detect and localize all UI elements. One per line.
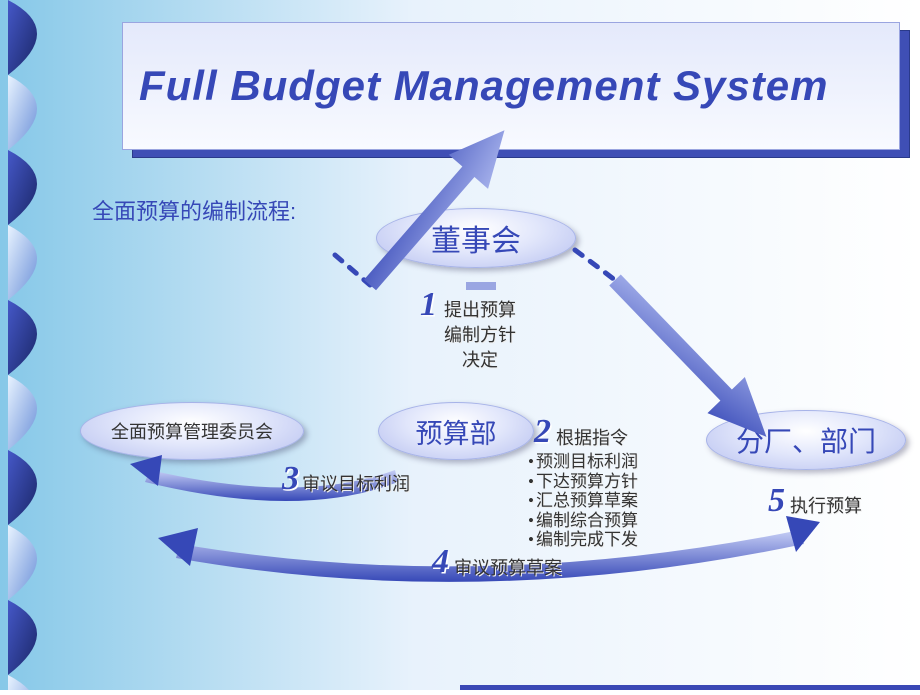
step2-text: 根据指令 [556,426,628,451]
node-board: 董事会 [376,208,576,268]
step4-number: 4 [432,543,449,581]
step2-bullets: 预测目标利润 下达预算方针 汇总预算草案 编制综合预算 编制完成下发 [528,452,638,550]
subtitle: 全面预算的编制流程: [92,194,296,226]
step2-number: 2 [534,413,551,451]
title-banner: Full Budget Management System [122,22,900,150]
node-committee: 全面预算管理委员会 [80,402,304,460]
bullet-item: 预测目标利润 [528,452,638,472]
bullet-item: 下达预算方针 [528,472,638,492]
node-board-label: 董事会 [431,216,521,260]
step5-number: 5 [768,482,785,520]
footer-accent-bar [460,685,920,690]
step4-text: 审议预算草案 [454,556,562,581]
node-factory: 分厂、部门 [706,410,906,470]
node-factory-label: 分厂、部门 [736,420,876,460]
step3-number: 3 [282,460,299,498]
bullet-item: 编制综合预算 [528,511,638,531]
spiral-decoration [8,0,66,690]
bullet-item: 汇总预算草案 [528,491,638,511]
step1-number: 1 [420,286,437,324]
node-budget-dept: 预算部 [378,402,534,460]
step1-text: 提出预算 编制方针 决定 [444,298,516,374]
step3-text: 审议目标利润 [302,472,410,497]
node-committee-label: 全面预算管理委员会 [111,418,273,444]
node-budget-label: 预算部 [416,412,497,451]
page-title: Full Budget Management System [139,62,828,110]
step5-text: 执行预算 [790,494,862,519]
bullet-item: 编制完成下发 [528,530,638,550]
